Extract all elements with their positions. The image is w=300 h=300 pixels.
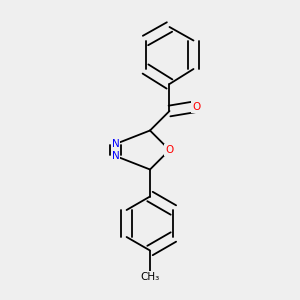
Text: CH₃: CH₃	[140, 272, 160, 283]
Text: O: O	[192, 101, 201, 112]
Text: N: N	[112, 151, 119, 161]
Text: O: O	[165, 145, 174, 155]
Text: N: N	[112, 139, 119, 149]
